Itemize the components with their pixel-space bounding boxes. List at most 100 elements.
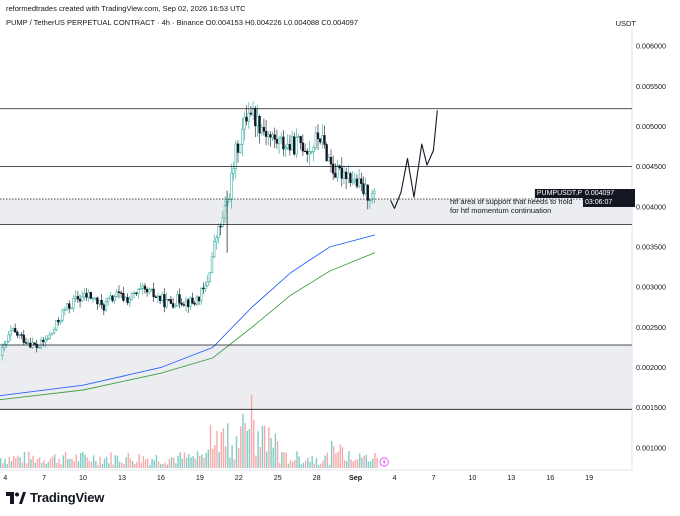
currency-label[interactable]: USDT [615,19,636,28]
candle-body [370,193,374,201]
candle-body [42,339,45,343]
volume-bar [285,452,287,468]
volume-bar [51,456,54,468]
candle-body [5,340,8,345]
candle-body [368,199,372,202]
volume-bar [79,452,82,468]
volume-bar [343,460,346,468]
volume-bar [302,462,305,468]
volume-bar [261,425,264,468]
volume-bar [188,453,190,468]
candle-body [94,297,97,299]
candle-body [150,288,153,291]
candle-body [158,295,162,301]
candle-body [234,143,237,169]
candle-body [202,287,205,290]
volume-bar [47,461,49,468]
volume-bar [177,455,179,468]
candle-body [336,165,339,178]
symbol-ohlc-line[interactable]: PUMP / TetherUS PERPETUAL CONTRACT · 4h … [6,18,359,27]
volume-bar [140,462,142,468]
candle-body [251,107,255,115]
volume-bar [317,464,320,468]
volume-bar [266,451,268,468]
volume-bar [337,451,339,468]
candle-body [26,342,30,345]
volume-bar [311,455,313,468]
candle-body [161,294,164,301]
volume-bar [131,461,134,468]
volume-bar [170,457,173,468]
volume-bar [160,463,162,468]
candle-body [282,136,285,150]
volume-bar [157,461,160,468]
candle-body [230,173,233,200]
candle-body [362,183,365,194]
volume-bar [62,455,65,468]
candle-body [273,134,276,140]
volume-bar [41,462,43,468]
candle-body [137,289,140,294]
volume-bar [84,454,86,468]
candle-body [366,184,369,201]
volume-bar [0,458,2,468]
candle-body [245,116,248,122]
volume-bar [224,446,227,468]
tradingview-logo[interactable]: TradingView [6,490,104,505]
support-zone-2 [0,345,632,410]
volume-bar [324,455,326,468]
candle-body [238,144,242,153]
volume-bar [207,449,210,468]
candle-body [145,288,149,293]
volume-bar [229,457,231,468]
candle-body [91,297,95,300]
candle-body [102,304,105,311]
volume-bar [164,462,166,468]
support-annotation[interactable]: htf area of support that needs to hold f… [450,197,573,215]
volume-bar [259,447,261,468]
volume-bar [23,451,26,468]
candle-body [373,190,376,194]
ma-slow-line [0,252,376,401]
candle-body [85,293,88,298]
candle-body [68,303,71,309]
candle-body [249,112,253,115]
volume-bar [17,455,19,468]
candle-body [286,144,289,148]
candle-body [290,136,294,151]
volume-bar [326,452,329,468]
candle-body [78,298,82,302]
candle-body [16,331,19,336]
volume-bar [166,464,168,468]
candle-body [325,144,328,162]
candle-body [33,342,36,345]
candle-body [35,343,38,348]
volume-bar [34,462,36,468]
y-tick-label: 0.004000 [636,202,666,211]
volume-bar [58,458,60,468]
candle-body [180,302,183,305]
candle-body [275,139,279,144]
x-tick-label: 16 [157,473,165,482]
volume-bar [365,454,367,468]
volume-bar [121,462,123,468]
candle-body [3,343,6,348]
volume-bar [263,425,266,468]
volume-bar [335,453,337,468]
x-tick-label: 28 [313,473,321,482]
candle-body [344,171,348,179]
volume-bar [242,414,244,468]
volume-bar [374,452,376,468]
candle-body [267,134,270,137]
candle-body [254,107,257,127]
y-tick-label: 0.005500 [636,82,666,91]
volume-bar [246,430,248,468]
volume-bar [110,452,112,468]
candle-body [193,302,196,305]
volume-bar [173,457,175,468]
volume-bar [86,457,88,468]
volume-bar [248,428,251,468]
volume-bar [88,460,91,468]
